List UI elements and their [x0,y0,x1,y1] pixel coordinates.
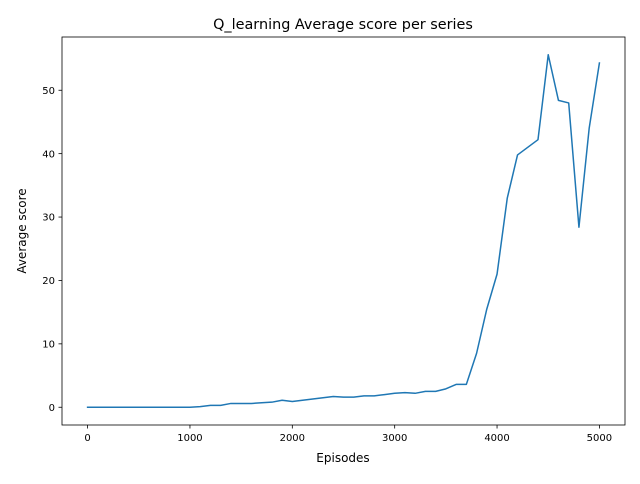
y-tick-label: 40 [42,149,55,160]
x-tick-label: 1000 [177,433,202,444]
x-tick-label: 2000 [280,433,305,444]
x-axis-label: Episodes [316,451,369,465]
y-axis: 0 10 20 30 40 50 [42,86,62,414]
x-tick-label: 4000 [484,433,509,444]
y-axis-label: Average score [15,188,29,273]
series-line [86,54,601,408]
axes-frame [61,36,626,426]
y-tick-label: 10 [42,339,55,350]
plot-area [86,54,601,408]
chart-title: Q_learning Average score per series [213,17,473,33]
y-tick-label: 0 [49,403,55,414]
y-tick-label: 20 [42,276,55,287]
x-tick-label: 0 [84,433,90,444]
y-tick-label: 50 [42,86,55,97]
x-tick-label: 5000 [587,433,612,444]
y-tick-label: 30 [42,213,55,224]
x-axis: 0 1000 2000 3000 4000 5000 [84,425,612,444]
x-tick-label: 3000 [382,433,407,444]
